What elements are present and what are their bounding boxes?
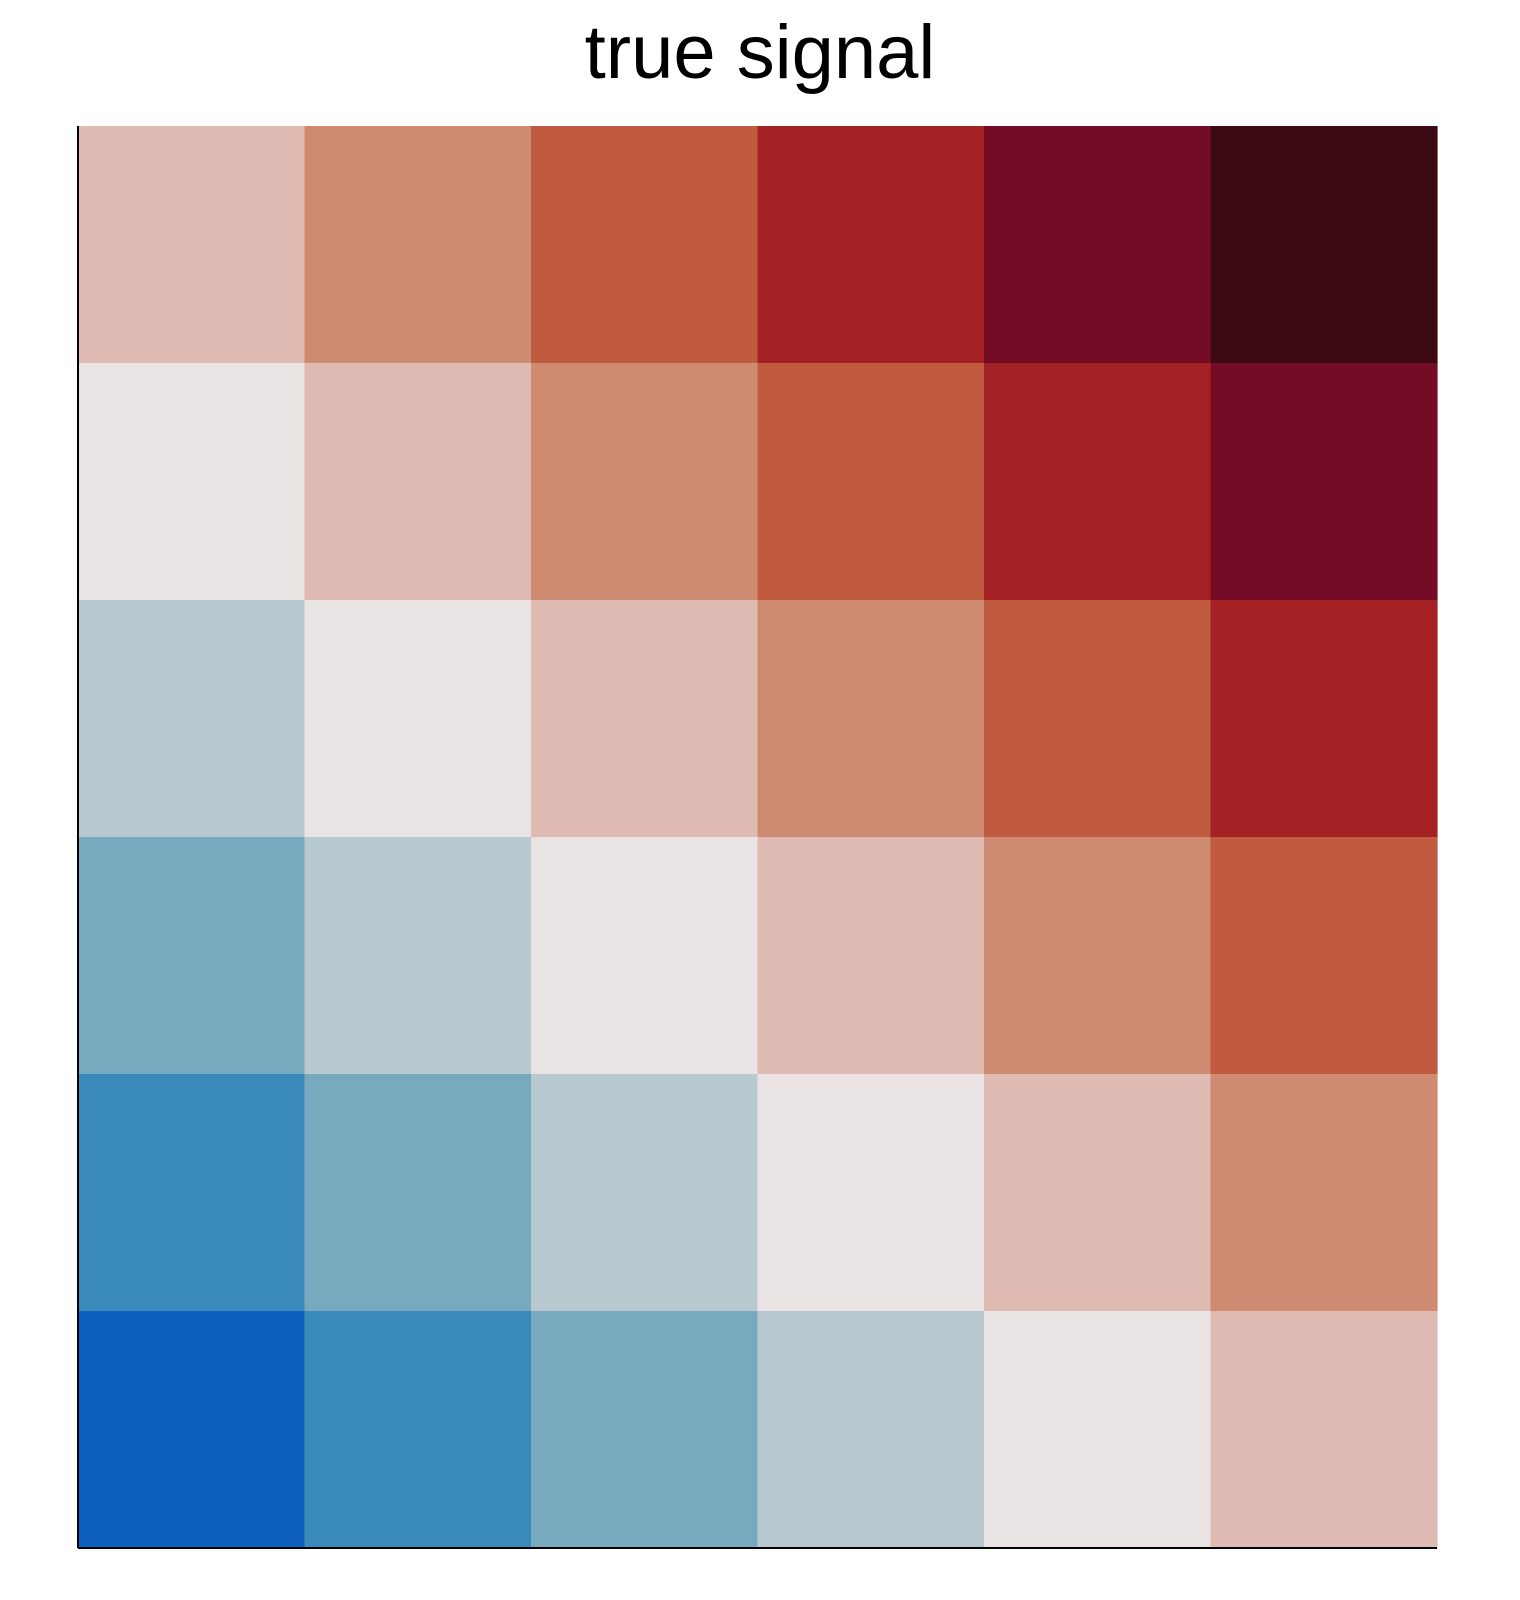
heatmap-cell-r1-c5: [1210, 363, 1438, 601]
chart-title: true signal: [584, 10, 936, 95]
heatmap-cell-r1-c0: [78, 363, 306, 601]
heatmap-cell-r1-c4: [984, 363, 1212, 601]
heatmap-cells: [78, 126, 1438, 1549]
heatmap-cell-r2-c5: [1210, 600, 1438, 838]
heatmap-cell-r0-c0: [78, 126, 306, 364]
heatmap-cell-r5-c0: [78, 1311, 306, 1549]
heatmap-cell-r5-c2: [531, 1311, 759, 1549]
heatmap-cell-r2-c0: [78, 600, 306, 838]
heatmap-cell-r0-c3: [757, 126, 985, 364]
heatmap-cell-r2-c2: [531, 600, 759, 838]
heatmap-axes: [77, 126, 1437, 1549]
heatmap-cell-r4-c3: [757, 1074, 985, 1312]
heatmap-cell-r0-c2: [531, 126, 759, 364]
heatmap-cell-r5-c1: [304, 1311, 532, 1549]
heatmap-cell-r5-c5: [1210, 1311, 1438, 1549]
heatmap-cell-r4-c4: [984, 1074, 1212, 1312]
heatmap-cell-r3-c0: [78, 837, 306, 1075]
heatmap-cell-r4-c5: [1210, 1074, 1438, 1312]
heatmap-cell-r2-c3: [757, 600, 985, 838]
heatmap-cell-r3-c2: [531, 837, 759, 1075]
heatmap-cell-r0-c4: [984, 126, 1212, 364]
heatmap-cell-r3-c4: [984, 837, 1212, 1075]
heatmap-cell-r3-c1: [304, 837, 532, 1075]
heatmap-cell-r2-c4: [984, 600, 1212, 838]
heatmap-cell-r2-c1: [304, 600, 532, 838]
heatmap-cell-r4-c1: [304, 1074, 532, 1312]
heatmap-cell-r4-c0: [78, 1074, 306, 1312]
heatmap-cell-r1-c3: [757, 363, 985, 601]
heatmap-cell-r5-c3: [757, 1311, 985, 1549]
heatmap-cell-r1-c1: [304, 363, 532, 601]
heatmap-cell-r0-c5: [1210, 126, 1438, 364]
heatmap-cell-r4-c2: [531, 1074, 759, 1312]
heatmap-cell-r5-c4: [984, 1311, 1212, 1549]
heatmap-cell-r1-c2: [531, 363, 759, 601]
heatmap-cell-r3-c3: [757, 837, 985, 1075]
heatmap-cell-r0-c1: [304, 126, 532, 364]
heatmap-cell-r3-c5: [1210, 837, 1438, 1075]
